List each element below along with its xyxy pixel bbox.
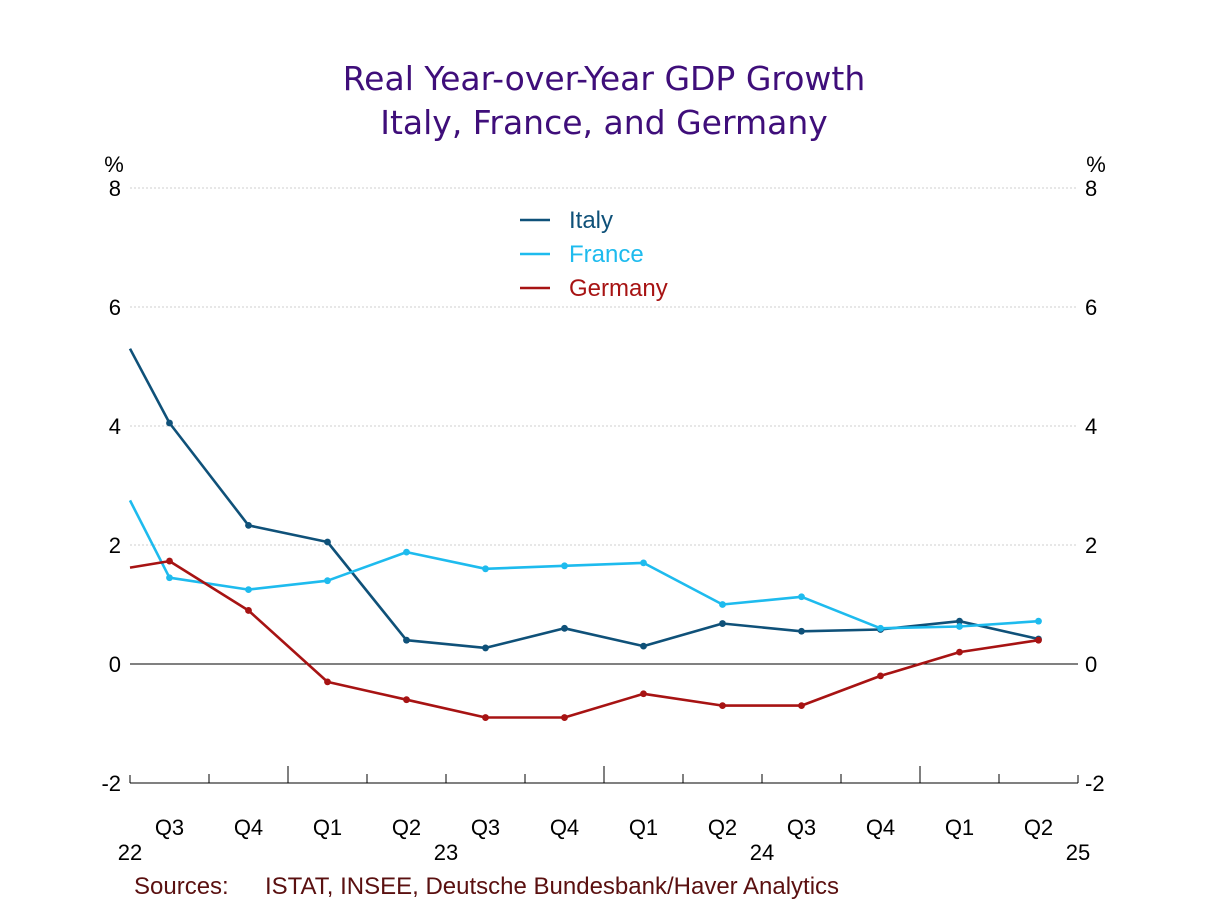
france-legend-label: France <box>569 241 644 268</box>
series-lines <box>128 348 1042 721</box>
quarter-label: Q4 <box>550 815 579 840</box>
quarter-label: Q4 <box>866 815 895 840</box>
germany-point <box>403 696 410 704</box>
italy-point <box>245 521 252 529</box>
italy-point <box>166 419 173 427</box>
x-axis <box>129 766 1079 784</box>
quarter-label: Q4 <box>234 815 263 840</box>
y-tick-label: 6 <box>1085 295 1097 320</box>
source-label: Sources: <box>134 873 229 900</box>
italy-point <box>403 636 410 644</box>
germany-point <box>877 672 884 680</box>
germany-point <box>719 702 726 710</box>
italy-point <box>798 627 805 635</box>
france-point <box>482 565 489 573</box>
germany-line <box>129 559 1039 719</box>
italy-point <box>719 620 726 627</box>
y-tick-label: 4 <box>109 414 121 439</box>
france-point <box>245 586 252 594</box>
germany-point <box>482 714 489 721</box>
germany-point <box>166 557 173 565</box>
france-point <box>640 559 647 567</box>
quarter-label: Q2 <box>708 815 737 840</box>
y-tick-label: -2 <box>101 771 121 796</box>
germany-point <box>324 678 331 686</box>
italy-line <box>128 348 1039 650</box>
germany-point <box>798 702 805 710</box>
y-tick-label: 0 <box>109 652 121 677</box>
france-series <box>128 499 1042 632</box>
y-tick-label: 4 <box>1085 414 1097 439</box>
y-tick-label: 6 <box>109 295 121 320</box>
right-axis-unit: % <box>1086 152 1106 177</box>
germany-legend-label: Germany <box>569 275 668 302</box>
y-tick-label: 8 <box>109 176 121 201</box>
france-point <box>166 574 173 582</box>
germany-point <box>245 607 252 614</box>
left-axis-unit: % <box>104 152 124 177</box>
germany-point <box>561 714 568 721</box>
quarter-label: Q3 <box>471 815 500 840</box>
italy-point <box>561 624 568 632</box>
france-point <box>798 593 805 601</box>
germany-series <box>129 557 1042 721</box>
chart-title-line-1: Real Year-over-Year GDP Growth <box>343 59 866 98</box>
y-tick-label: 0 <box>1085 652 1097 677</box>
source-text: ISTAT, INSEE, Deutsche Bundesbank/Haver … <box>265 873 839 900</box>
year-label: 25 <box>1066 840 1090 865</box>
chart-title-line-2: Italy, France, and Germany <box>380 103 828 142</box>
italy-series <box>128 348 1042 652</box>
y-tick-label: -2 <box>1085 771 1105 796</box>
right-y-tick-labels: 8 6 4 2 0 -2 <box>1085 176 1105 796</box>
quarter-label: Q1 <box>629 815 658 840</box>
quarter-label: Q1 <box>945 815 974 840</box>
year-label: 24 <box>750 840 774 865</box>
quarter-label: Q2 <box>392 815 421 840</box>
france-point <box>877 624 884 632</box>
france-point <box>1035 617 1042 625</box>
y-tick-label: 2 <box>109 533 121 558</box>
left-y-tick-labels: 8 6 4 2 0 -2 <box>101 176 121 796</box>
italy-point <box>482 644 489 652</box>
y-tick-label: 2 <box>1085 533 1097 558</box>
legend: Italy France Germany <box>520 207 668 302</box>
gridlines <box>130 187 1078 546</box>
quarter-label: Q3 <box>787 815 816 840</box>
quarter-label: Q1 <box>313 815 342 840</box>
y-tick-label: 8 <box>1085 176 1097 201</box>
x-tick-labels: Q3 Q4 Q1 Q2 Q3 Q4 Q1 Q2 Q3 Q4 Q1 Q2 22 23 24 25 <box>118 815 1090 865</box>
france-point <box>719 601 726 608</box>
chart-title: Real Year-over-Year GDP Growth Italy, Fr… <box>343 59 866 142</box>
italy-point <box>640 642 647 650</box>
france-line <box>128 499 1039 630</box>
france-point <box>403 548 410 556</box>
germany-point <box>640 690 647 698</box>
france-point <box>324 577 331 585</box>
france-point <box>956 623 963 630</box>
germany-point <box>956 648 963 656</box>
year-label: 23 <box>434 840 458 865</box>
italy-legend-label: Italy <box>569 207 613 234</box>
year-label: 22 <box>118 840 142 865</box>
france-point <box>561 562 568 570</box>
quarter-label: Q2 <box>1024 815 1053 840</box>
quarter-label: Q3 <box>155 815 184 840</box>
germany-point <box>1035 636 1042 644</box>
italy-point <box>956 617 963 625</box>
source-note: Sources: ISTAT, INSEE, Deutsche Bundesba… <box>134 873 839 900</box>
italy-point <box>324 538 331 546</box>
